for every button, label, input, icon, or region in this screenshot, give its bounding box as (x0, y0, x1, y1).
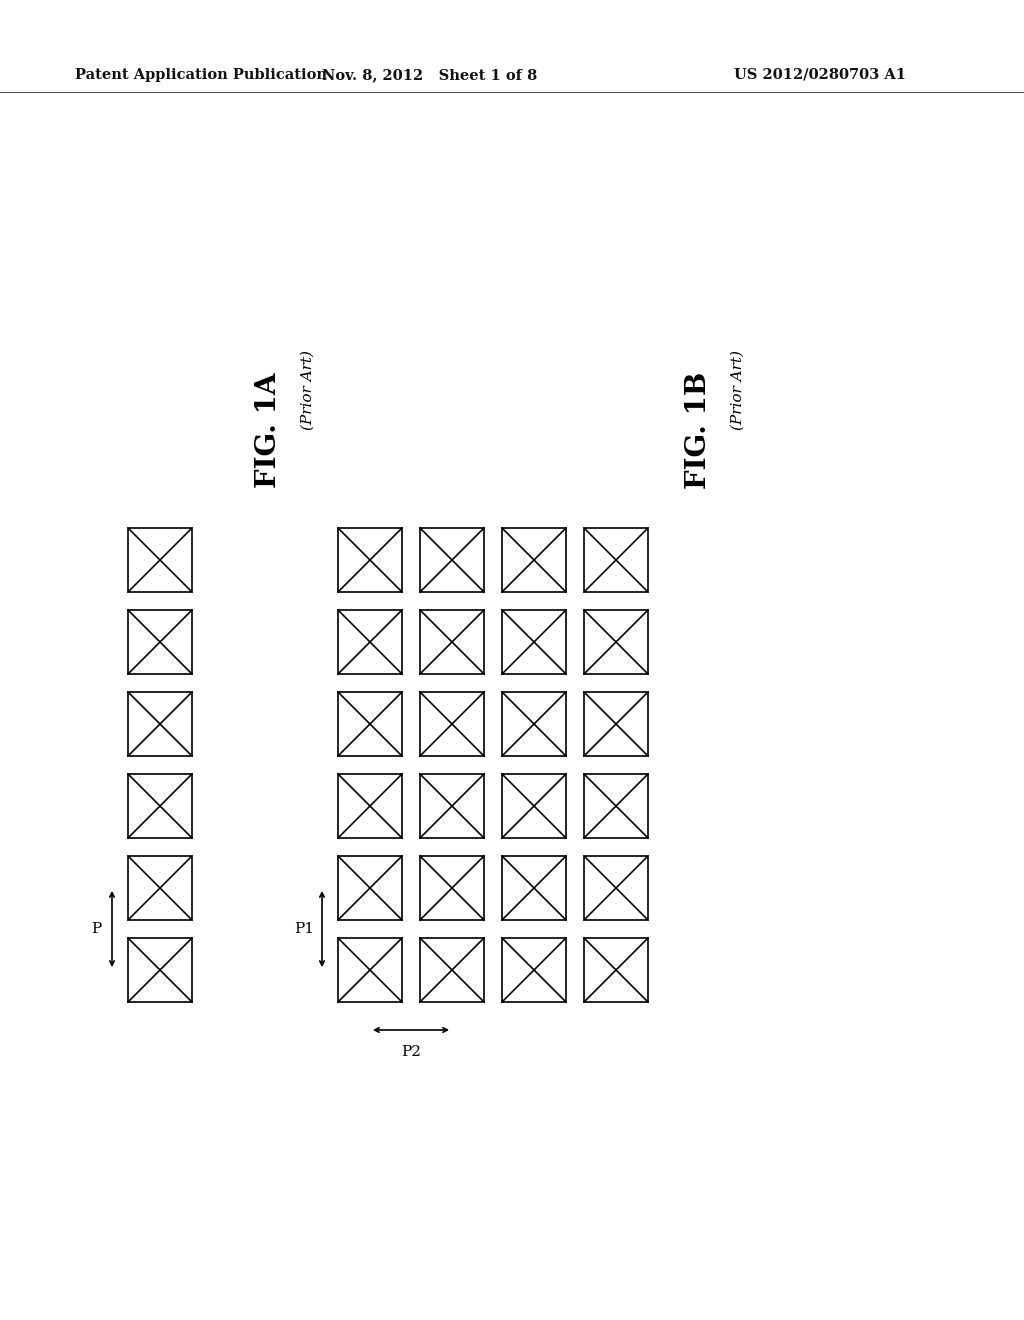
Text: Nov. 8, 2012   Sheet 1 of 8: Nov. 8, 2012 Sheet 1 of 8 (323, 69, 538, 82)
Text: US 2012/0280703 A1: US 2012/0280703 A1 (734, 69, 906, 82)
Text: P1: P1 (294, 921, 314, 936)
Text: FIG. 1A: FIG. 1A (255, 372, 282, 488)
Text: P2: P2 (401, 1045, 421, 1059)
Text: Patent Application Publication: Patent Application Publication (75, 69, 327, 82)
Text: (Prior Art): (Prior Art) (301, 350, 315, 430)
Text: (Prior Art): (Prior Art) (731, 350, 745, 430)
Text: P: P (91, 921, 101, 936)
Text: FIG. 1B: FIG. 1B (684, 371, 712, 488)
